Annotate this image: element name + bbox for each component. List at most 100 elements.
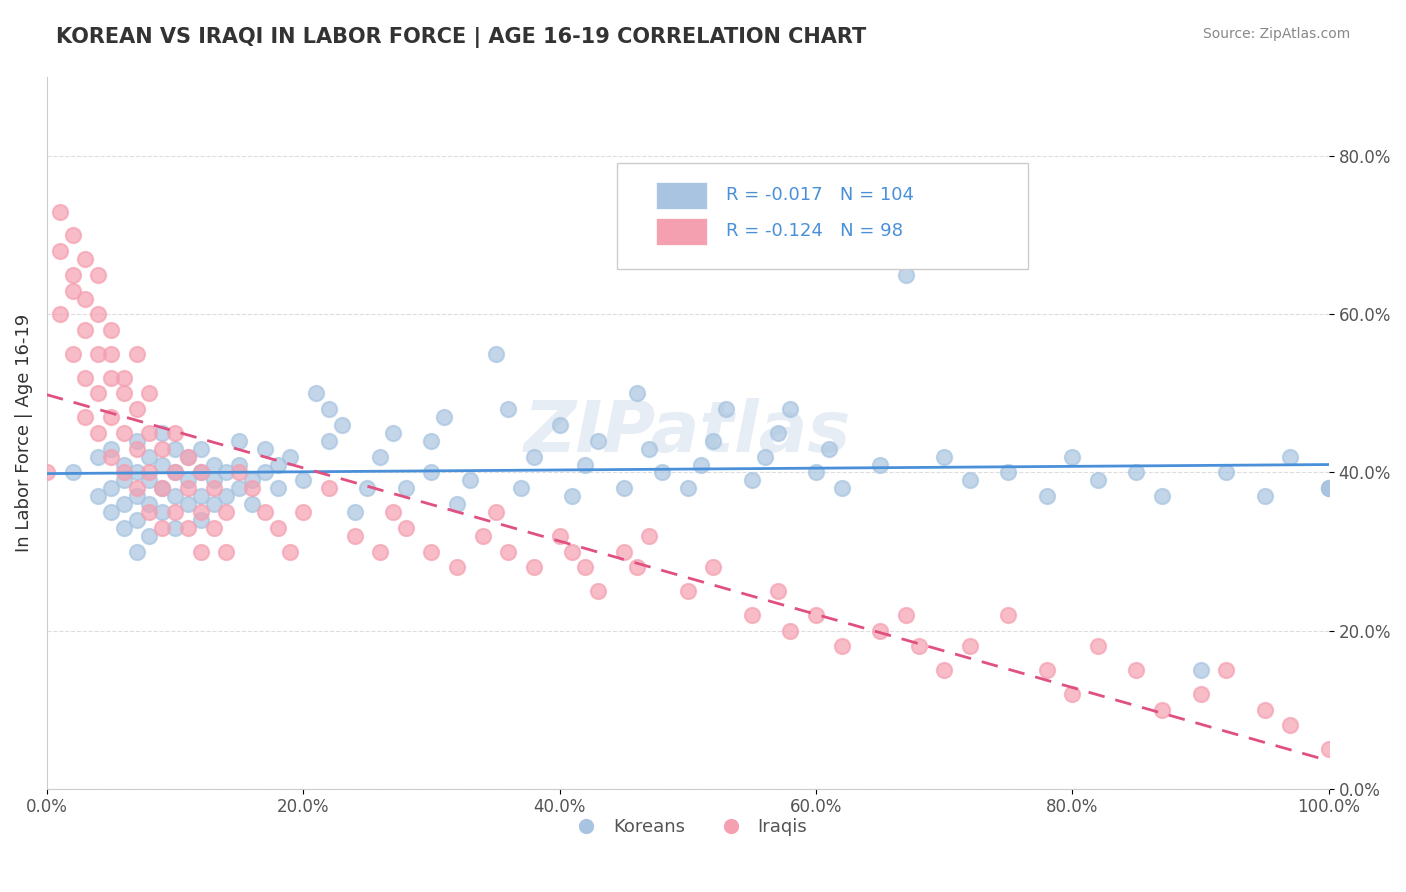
Point: [150, 481, 173, 495]
Text: KOREAN VS IRAQI IN LABOR FORCE | AGE 16-19 CORRELATION CHART: KOREAN VS IRAQI IN LABOR FORCE | AGE 16-…: [56, 27, 866, 48]
Text: Source: ZipAtlas.com: Source: ZipAtlas.com: [1202, 27, 1350, 41]
Point: [1189, 663, 1212, 677]
Point: [150, 425, 173, 440]
Point: [165, 442, 187, 456]
Point: [1317, 481, 1340, 495]
FancyBboxPatch shape: [655, 182, 707, 209]
Point: [1035, 663, 1057, 677]
Point: [420, 466, 443, 480]
Y-axis label: In Labor Force | Age 16-19: In Labor Force | Age 16-19: [15, 314, 32, 552]
Point: [266, 481, 288, 495]
Point: [150, 458, 173, 472]
Point: [202, 458, 225, 472]
Point: [574, 560, 596, 574]
Point: [318, 434, 340, 448]
Point: [112, 370, 135, 384]
Point: [112, 386, 135, 401]
Point: [959, 640, 981, 654]
Point: [202, 481, 225, 495]
FancyBboxPatch shape: [655, 218, 707, 244]
Point: [523, 450, 546, 464]
Point: [471, 529, 494, 543]
Point: [1087, 640, 1109, 654]
Point: [138, 474, 160, 488]
Point: [228, 458, 250, 472]
Point: [100, 370, 122, 384]
Point: [112, 521, 135, 535]
Point: [613, 544, 636, 558]
Point: [934, 663, 956, 677]
Point: [1317, 481, 1340, 495]
Point: [318, 481, 340, 495]
Point: [676, 584, 699, 599]
Point: [907, 640, 929, 654]
Point: [87, 489, 110, 503]
Point: [804, 607, 827, 622]
Point: [202, 474, 225, 488]
Point: [368, 544, 391, 558]
Point: [177, 450, 200, 464]
Point: [382, 425, 405, 440]
Point: [125, 434, 148, 448]
Point: [330, 418, 353, 433]
Point: [62, 466, 84, 480]
Text: ZIPatlas: ZIPatlas: [524, 399, 852, 467]
Point: [446, 497, 468, 511]
Point: [190, 466, 212, 480]
Point: [138, 425, 160, 440]
Point: [831, 640, 853, 654]
Point: [228, 466, 250, 480]
Point: [395, 481, 418, 495]
Point: [125, 442, 148, 456]
Point: [125, 489, 148, 503]
Point: [741, 474, 763, 488]
Point: [1125, 663, 1147, 677]
Point: [676, 481, 699, 495]
Point: [292, 505, 315, 519]
Point: [240, 481, 263, 495]
Point: [87, 347, 110, 361]
Point: [138, 386, 160, 401]
Point: [100, 323, 122, 337]
Point: [177, 521, 200, 535]
Point: [702, 434, 724, 448]
Point: [215, 466, 238, 480]
Point: [651, 466, 673, 480]
Point: [1279, 718, 1302, 732]
Point: [484, 505, 506, 519]
Point: [266, 521, 288, 535]
Point: [1317, 481, 1340, 495]
Point: [87, 450, 110, 464]
Point: [253, 505, 276, 519]
Point: [100, 450, 122, 464]
Point: [523, 560, 546, 574]
Point: [766, 584, 789, 599]
Point: [741, 607, 763, 622]
Point: [100, 481, 122, 495]
Point: [62, 347, 84, 361]
Point: [138, 505, 160, 519]
Point: [138, 497, 160, 511]
Point: [62, 268, 84, 282]
Point: [190, 505, 212, 519]
Point: [62, 228, 84, 243]
Point: [1152, 702, 1174, 716]
Point: [177, 450, 200, 464]
Point: [35, 466, 58, 480]
Point: [202, 497, 225, 511]
Point: [75, 370, 97, 384]
Point: [343, 529, 366, 543]
Point: [446, 560, 468, 574]
Point: [75, 323, 97, 337]
Point: [87, 308, 110, 322]
Point: [48, 308, 70, 322]
Point: [831, 481, 853, 495]
Point: [125, 347, 148, 361]
Point: [190, 442, 212, 456]
Point: [626, 560, 648, 574]
Point: [804, 466, 827, 480]
Point: [498, 402, 520, 417]
Point: [433, 410, 456, 425]
Point: [253, 466, 276, 480]
Point: [125, 481, 148, 495]
